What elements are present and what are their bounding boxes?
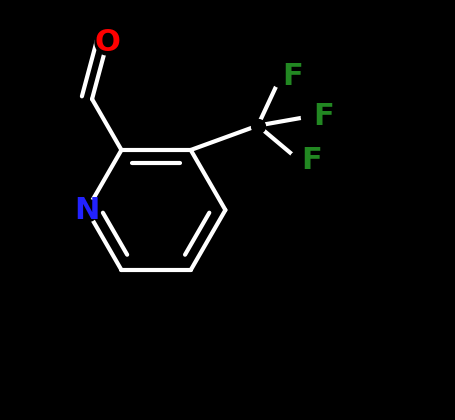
Text: F: F	[301, 146, 322, 175]
Text: F: F	[282, 62, 303, 91]
Text: N: N	[74, 195, 100, 225]
Text: F: F	[313, 102, 334, 131]
Text: O: O	[94, 28, 120, 57]
